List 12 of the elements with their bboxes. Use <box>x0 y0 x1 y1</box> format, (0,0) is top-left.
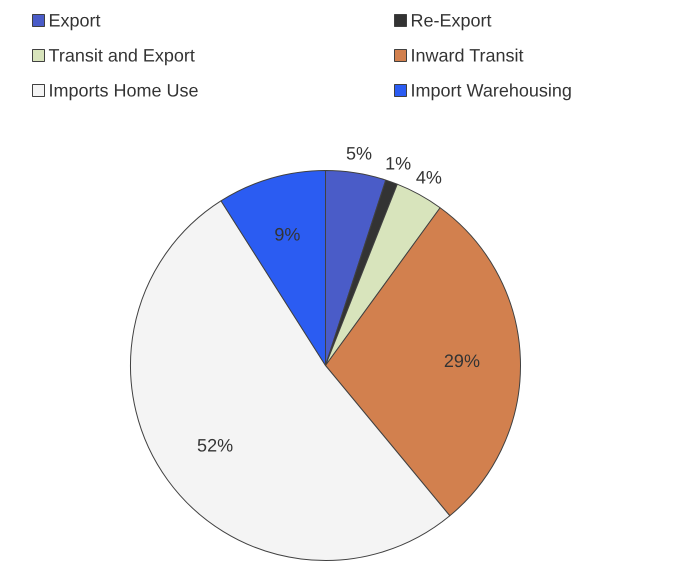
data-label: 5% <box>346 144 372 164</box>
data-label: 1% <box>385 154 412 174</box>
legend-label: Import Warehousing <box>410 80 572 100</box>
legend-label: Re-Export <box>410 10 492 30</box>
legend-label: Imports Home Use <box>48 80 199 100</box>
legend-label: Transit and Export <box>48 46 195 66</box>
legend-label: Export <box>48 10 101 30</box>
legend-label: Inward Transit <box>410 46 524 66</box>
data-label: 29% <box>444 351 480 372</box>
data-label: 4% <box>416 168 442 188</box>
data-label: 52% <box>197 436 234 456</box>
data-label: 9% <box>274 224 300 244</box>
